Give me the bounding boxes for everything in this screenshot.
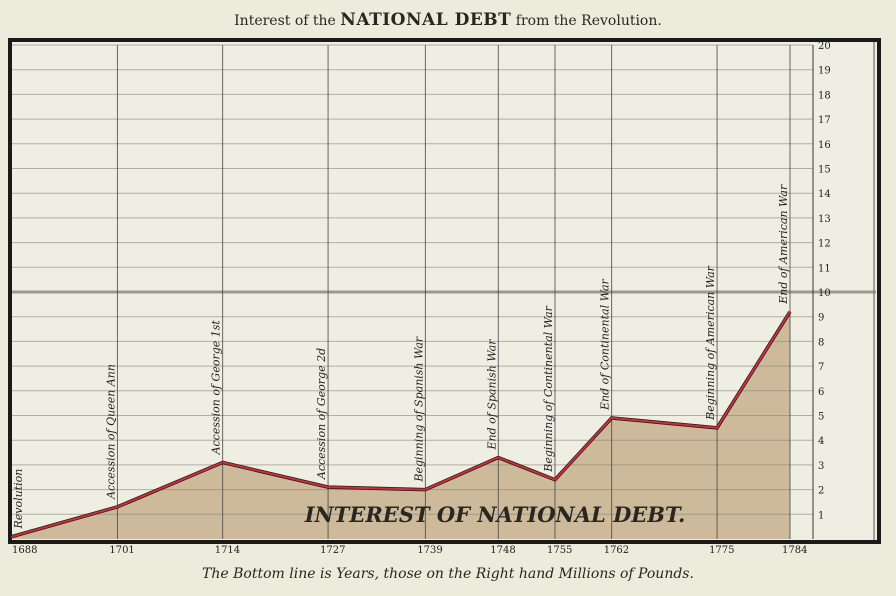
data-point bbox=[327, 486, 329, 488]
event-label: Accession of Queen Ann bbox=[104, 364, 117, 500]
x-tick-label: 1775 bbox=[709, 545, 734, 556]
x-tick-label: 1784 bbox=[782, 545, 807, 556]
event-label: End of Spanish War bbox=[485, 339, 498, 451]
y-tick-label: 18 bbox=[818, 90, 831, 101]
axis-note: The Bottom line is Years, those on the R… bbox=[202, 566, 694, 582]
event-label: Beginning of Spanish War bbox=[412, 336, 425, 483]
y-tick-label: 8 bbox=[818, 337, 824, 348]
x-tick-label: 1714 bbox=[215, 545, 240, 556]
event-label: Accession of George 1st bbox=[210, 320, 223, 456]
y-tick-label: 3 bbox=[818, 461, 824, 472]
title-pre: Interest of the bbox=[234, 13, 336, 29]
y-tick-label: 12 bbox=[818, 239, 831, 250]
x-tick-label: 1762 bbox=[604, 545, 629, 556]
data-point bbox=[716, 427, 718, 429]
y-tick-label: 16 bbox=[818, 140, 831, 151]
y-tick-label: 19 bbox=[818, 66, 831, 77]
x-tick-label: 1727 bbox=[320, 545, 345, 556]
x-tick-label: 1748 bbox=[490, 545, 515, 556]
y-tick-label: 14 bbox=[818, 189, 831, 200]
x-tick-label: 1739 bbox=[417, 545, 442, 556]
y-tick-label: 20 bbox=[818, 41, 831, 52]
y-tick-label: 1 bbox=[818, 510, 824, 521]
title-post: from the Revolution. bbox=[515, 13, 662, 29]
area-fill bbox=[12, 311, 790, 539]
y-tick-label: 17 bbox=[818, 115, 831, 126]
event-label: Revolution bbox=[12, 469, 25, 530]
series-label: INTEREST OF NATIONAL DEBT. bbox=[304, 502, 686, 527]
event-label: Beginning of Continental War bbox=[542, 305, 555, 472]
y-tick-label: 13 bbox=[818, 214, 831, 225]
x-tick-label: 1701 bbox=[109, 545, 134, 556]
chart-title: Interest of the NATIONAL DEBT from the R… bbox=[0, 10, 896, 30]
y-tick-label: 5 bbox=[818, 412, 824, 423]
y-tick-label: 15 bbox=[818, 165, 831, 176]
x-tick-label: 1688 bbox=[12, 545, 37, 556]
title-main: NATIONAL DEBT bbox=[340, 10, 512, 30]
event-label: End of Continental War bbox=[599, 278, 612, 410]
x-tick-label: 1755 bbox=[547, 545, 572, 556]
data-point bbox=[424, 488, 427, 491]
y-tick-label: 9 bbox=[818, 313, 824, 324]
event-label: End of American War bbox=[777, 184, 790, 305]
y-tick-label: 6 bbox=[818, 387, 824, 398]
data-point bbox=[11, 535, 13, 538]
data-point bbox=[221, 461, 224, 464]
y-tick-label: 2 bbox=[818, 486, 824, 497]
y-tick-label: 4 bbox=[818, 436, 824, 447]
y-tick-label: 10 bbox=[818, 288, 831, 299]
event-label: Accession of George 2d bbox=[315, 348, 328, 480]
data-point bbox=[116, 506, 119, 508]
data-point bbox=[497, 456, 500, 459]
y-tick-label: 7 bbox=[818, 362, 824, 373]
data-point bbox=[610, 417, 613, 419]
data-point bbox=[789, 310, 791, 313]
series-line bbox=[11, 311, 791, 538]
data-point bbox=[554, 478, 556, 481]
event-label: Beginning of American War bbox=[704, 265, 717, 421]
y-tick-label: 11 bbox=[818, 263, 831, 274]
